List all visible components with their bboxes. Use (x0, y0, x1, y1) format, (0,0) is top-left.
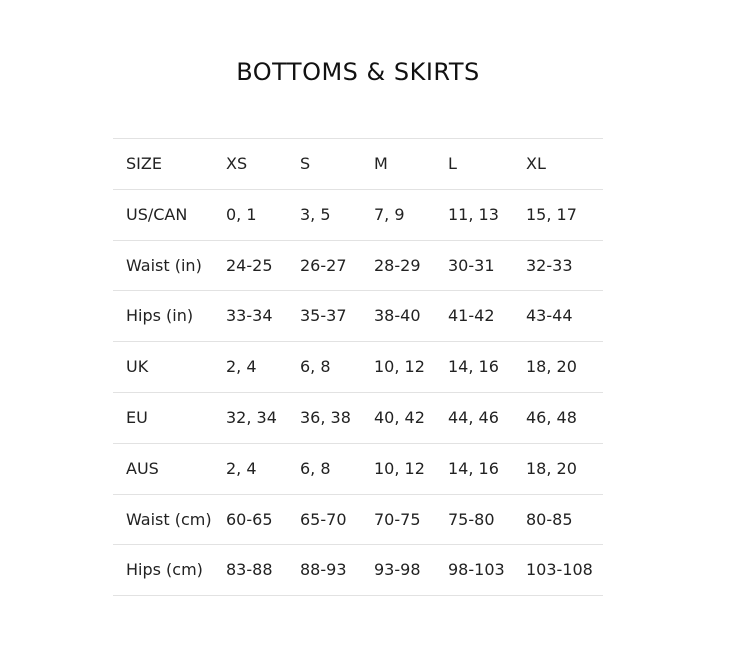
table-row: Hips (in) 33-34 35-37 38-40 41-42 43-44 (113, 290, 603, 341)
table-cell: 33-34 (226, 306, 273, 326)
table-cell: 30-31 (448, 255, 495, 275)
header-cell: XS (226, 154, 248, 173)
table-cell: 0, 1 (226, 204, 257, 224)
table-cell: 2, 4 (226, 357, 257, 377)
table-cell: 6, 8 (300, 357, 331, 377)
table-cell: 46, 48 (526, 408, 577, 427)
table-cell: 10, 12 (374, 357, 425, 377)
table-cell: 98-103 (448, 560, 505, 580)
row-label: Hips (cm) (126, 560, 203, 580)
table-cell: 65-70 (300, 509, 347, 529)
table-cell: 36, 38 (300, 408, 351, 427)
table-row: US/CAN 0, 1 3, 5 7, 9 11, 13 15, 17 (113, 188, 603, 240)
header-cell: SIZE (126, 154, 162, 173)
table-cell: 40, 42 (374, 408, 425, 427)
table-cell: 18, 20 (526, 458, 577, 478)
table-cell: 41-42 (448, 306, 495, 326)
table-cell: 32, 34 (226, 408, 277, 427)
row-label: EU (126, 408, 148, 427)
table-cell: 103-108 (526, 560, 593, 580)
header-row: SIZE XS S M L XL (113, 138, 603, 189)
table-row: Waist (in) 24-25 26-27 28-29 30-31 32-33 (113, 239, 603, 291)
table-cell: 44, 46 (448, 408, 499, 427)
table-row: Waist (cm) 60-65 65-70 70-75 75-80 80-85 (113, 493, 603, 545)
table-cell: 15, 17 (526, 204, 577, 224)
table-cell: 28-29 (374, 255, 421, 275)
page-title: BOTTOMS & SKIRTS (236, 58, 480, 86)
table-cell: 43-44 (526, 306, 573, 326)
row-label: AUS (126, 458, 159, 478)
row-label: UK (126, 357, 149, 377)
header-cell: S (300, 154, 311, 173)
table-row: UK 2, 4 6, 8 10, 12 14, 16 18, 20 (113, 341, 603, 392)
table-cell: 14, 16 (448, 357, 499, 377)
table-cell: 10, 12 (374, 458, 425, 478)
table-cell: 60-65 (226, 509, 273, 529)
row-label: Hips (in) (126, 306, 194, 326)
header-cell: XL (526, 154, 546, 173)
table-cell: 26-27 (300, 255, 347, 275)
table-cell: 88-93 (300, 560, 347, 580)
table-row: Hips (cm) 83-88 88-93 93-98 98-103 103-108 (113, 544, 603, 597)
table-cell: 35-37 (300, 306, 347, 326)
row-label: Waist (cm) (126, 509, 212, 529)
table-cell: 70-75 (374, 509, 421, 529)
header-cell: L (448, 154, 457, 173)
table-cell: 83-88 (226, 560, 273, 580)
table-cell: 2, 4 (226, 458, 257, 478)
row-label: US/CAN (126, 204, 188, 224)
table-cell: 3, 5 (300, 204, 331, 224)
table-cell: 7, 9 (374, 204, 405, 224)
table-cell: 14, 16 (448, 458, 499, 478)
table-cell: 11, 13 (448, 204, 499, 224)
table-cell: 93-98 (374, 560, 421, 580)
table-cell: 32-33 (526, 255, 573, 275)
table-cell: 38-40 (374, 306, 421, 326)
table-cell: 75-80 (448, 509, 495, 529)
table-cell: 18, 20 (526, 357, 577, 377)
header-cell: M (374, 154, 388, 173)
row-label: Waist (in) (126, 255, 202, 275)
table-row: AUS 2, 4 6, 8 10, 12 14, 16 18, 20 (113, 442, 603, 494)
table-cell: 80-85 (526, 509, 573, 529)
table-cell: 6, 8 (300, 458, 331, 478)
table-cell: 24-25 (226, 255, 273, 275)
table-row: EU 32, 34 36, 38 40, 42 44, 46 46, 48 (113, 392, 603, 443)
